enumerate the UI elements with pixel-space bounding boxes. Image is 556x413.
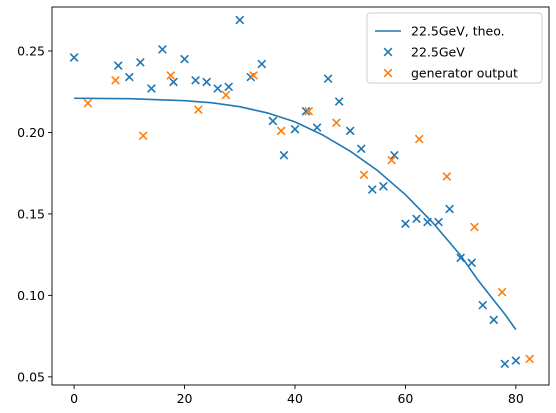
- scatter-point-1: [191, 75, 200, 85]
- scatter-point-1: [478, 300, 488, 310]
- scatter-point-1: [169, 77, 178, 87]
- scatter-point-1: [268, 116, 278, 126]
- chart-marks: [69, 15, 535, 369]
- scatter-point-2: [221, 90, 231, 100]
- scatter-point-1: [323, 74, 333, 84]
- scatter-point-1: [500, 359, 510, 369]
- scatter-point-1: [511, 356, 521, 365]
- x-tick-label: 20: [177, 391, 193, 406]
- scatter-point-1: [489, 315, 499, 325]
- scatter-point-1: [135, 58, 145, 67]
- scatter-point-2: [138, 131, 148, 141]
- legend-label: 22.5GeV, theo.: [411, 24, 505, 39]
- scatter-point-1: [290, 124, 300, 134]
- scatter-point-2: [304, 106, 314, 116]
- scatter-point-2: [359, 170, 369, 180]
- scatter-point-1: [445, 204, 454, 214]
- scatter-point-1: [456, 253, 466, 263]
- y-tick-label: 0.15: [17, 206, 45, 221]
- scatter-point-2: [470, 222, 479, 232]
- x-tick-label: 80: [508, 391, 524, 406]
- scatter-point-2: [276, 126, 286, 136]
- scatter-point-2: [332, 118, 341, 128]
- y-tick-label: 0.25: [17, 43, 45, 58]
- scatter-point-1: [412, 214, 421, 224]
- scatter-point-1: [279, 150, 289, 160]
- scatter-point-1: [124, 72, 134, 82]
- scatter-point-2: [166, 71, 176, 80]
- scatter-point-1: [390, 150, 399, 160]
- scatter-point-1: [224, 82, 234, 92]
- scatter-point-1: [301, 106, 311, 116]
- scatter-point-1: [113, 61, 123, 71]
- y-axis: 0.05 0.10 0.15 0.20 0.25: [17, 43, 52, 384]
- scatter-point-2: [525, 354, 535, 364]
- scatter-point-1: [312, 123, 322, 132]
- scatter-point-1: [467, 258, 477, 268]
- scatter-point-1: [158, 44, 167, 54]
- legend: 22.5GeV, theo. 22.5GeV generator output: [366, 12, 543, 84]
- legend-marker-swatch: [383, 68, 393, 78]
- scatter-point-2: [387, 155, 396, 165]
- x-tick-label: 40: [287, 391, 303, 406]
- x-axis: 0 20 40 60 80: [70, 385, 524, 406]
- scatter-point-1: [235, 15, 245, 25]
- series-line-0: [74, 97, 517, 331]
- scatter-point-2: [442, 172, 452, 181]
- scatter-point-1: [213, 84, 223, 93]
- scatter-point-1: [257, 59, 267, 69]
- scatter-point-1: [423, 217, 432, 227]
- x-tick-label: 60: [397, 391, 413, 406]
- legend-box: [366, 12, 543, 84]
- scatter-point-1: [334, 97, 344, 106]
- scatter-point-1: [367, 185, 377, 194]
- scatter-point-2: [414, 134, 424, 144]
- scatter-point-2: [83, 98, 93, 108]
- scatter-point-1: [147, 84, 156, 93]
- x-tick-label: 0: [70, 391, 78, 406]
- scatter-point-1: [345, 126, 355, 136]
- y-tick-label: 0.10: [17, 288, 45, 303]
- scatter-point-1: [356, 144, 366, 154]
- scatter-point-1: [180, 54, 189, 64]
- y-tick-label: 0.20: [17, 125, 45, 140]
- legend-label: generator output: [411, 66, 518, 81]
- legend-label: 22.5GeV: [411, 45, 465, 60]
- scatter-point-1: [401, 219, 410, 229]
- scatter-point-2: [111, 75, 120, 85]
- scatter-point-2: [193, 105, 203, 115]
- axes-frame: [51, 6, 550, 386]
- scatter-point-1: [434, 217, 443, 227]
- legend-marker-swatch: [383, 47, 393, 57]
- scatter-point-1: [378, 181, 388, 191]
- scatter-point-2: [497, 287, 507, 297]
- scatter-point-2: [249, 71, 258, 80]
- y-tick-label: 0.05: [17, 369, 45, 384]
- scatter-point-1: [202, 77, 211, 87]
- scatter-point-1: [69, 53, 79, 62]
